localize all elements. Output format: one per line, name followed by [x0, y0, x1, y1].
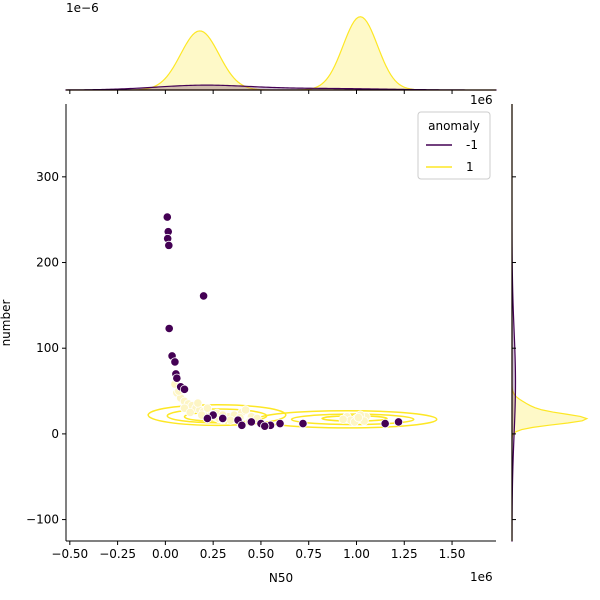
x-offset-label: 1e6 — [470, 570, 493, 584]
y-tick-label: −100 — [26, 513, 59, 527]
scatter-point-normal — [225, 415, 235, 425]
legend: anomaly -1 1 — [417, 111, 491, 180]
scatter-point-anomaly — [199, 291, 209, 301]
x-tick-label: 1.25 — [391, 547, 418, 561]
y-tick-label: 200 — [36, 256, 59, 270]
scatter-point-anomaly — [275, 419, 285, 429]
scatter-point-normal — [353, 413, 363, 423]
scatter-point-anomaly — [218, 413, 228, 424]
top-density-anomaly — [65, 84, 497, 91]
right-density-normal — [511, 104, 589, 541]
scatter-point-anomaly — [380, 419, 390, 429]
top-density-normal — [66, 16, 496, 91]
kde-contour — [147, 404, 287, 427]
x-tick-label: 0.25 — [200, 547, 227, 561]
y-tick-label: 300 — [36, 170, 59, 184]
scatter-point-anomaly — [393, 417, 404, 427]
scatter-point-normal — [338, 414, 348, 424]
y-axis-label: number — [0, 300, 13, 347]
main-plot: −0.50 −0.25 0.00 0.25 0.50 0.75 1.00 1.25 1.50 −… — [0, 90, 516, 585]
x-tick-label: 1.00 — [343, 547, 370, 561]
x-tick-label: −0.50 — [51, 547, 88, 561]
right-density-anomaly — [511, 104, 517, 542]
scatter-point-anomaly — [164, 240, 174, 250]
scatter-point-normal — [241, 405, 251, 415]
legend-title: anomaly — [428, 119, 480, 133]
scatter-point-anomaly — [260, 421, 270, 431]
right-offset-label: 1e6 — [470, 93, 493, 107]
scatter-point-anomaly — [202, 413, 213, 424]
scatter-point-anomaly — [170, 357, 180, 367]
y-tick-label: 0 — [51, 427, 59, 441]
scatter-point-anomaly — [298, 419, 308, 429]
x-tick-label: 0.75 — [295, 547, 322, 561]
legend-entry-normal: 1 — [466, 160, 474, 174]
scatter-point-anomaly — [162, 212, 172, 222]
scatter-point-anomaly — [164, 323, 174, 334]
x-axis-label: N50 — [269, 571, 293, 585]
scatter-point-anomaly — [179, 384, 190, 394]
top-offset-label: 1e−6 — [66, 1, 99, 15]
scatter-point-normal — [185, 407, 195, 418]
x-tick-label: 0.00 — [152, 547, 179, 561]
scatter-point-anomaly — [246, 417, 256, 427]
top-marginal: 1e−6 — [65, 1, 497, 91]
scatter-point-normal — [193, 398, 203, 408]
scatter-point-anomaly — [172, 373, 182, 383]
scatter-point-anomaly — [237, 420, 247, 430]
x-tick-label: 0.50 — [248, 547, 275, 561]
legend-box — [417, 111, 491, 180]
legend-entry-anomaly: -1 — [466, 138, 478, 152]
scatter-point-normal — [202, 403, 213, 413]
x-tick-label: −0.25 — [99, 547, 136, 561]
x-tick-label: 1.50 — [439, 547, 466, 561]
y-tick-label: 100 — [36, 341, 59, 355]
right-marginal: 1e6 — [470, 93, 589, 542]
